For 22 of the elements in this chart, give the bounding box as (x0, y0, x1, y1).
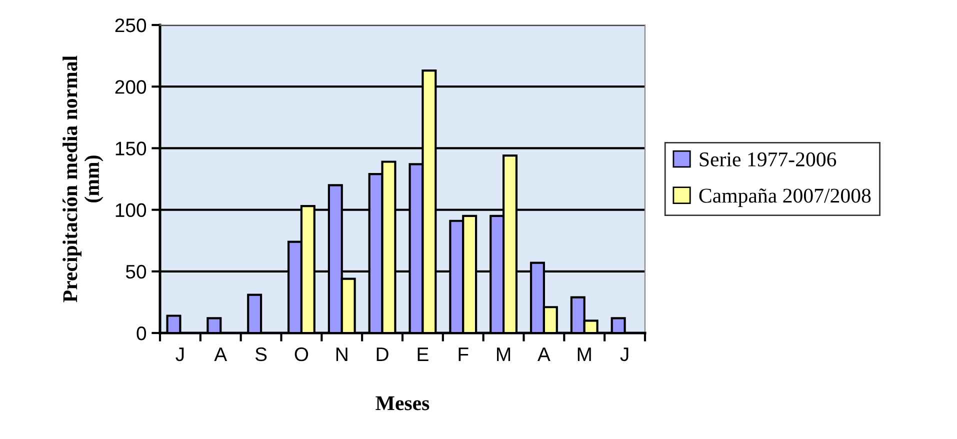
y-tick-label: 250 (115, 18, 146, 32)
legend-label: Campaña 2007/2008 (699, 188, 871, 207)
x-tick-label: S (255, 347, 267, 362)
legend-label: Serie 1977-2006 (700, 152, 836, 166)
x-tick-label: A (538, 348, 550, 361)
x-tick-label: M (497, 348, 510, 361)
y-tick-label: 200 (115, 80, 146, 94)
y-tick-label: 150 (116, 142, 146, 156)
x-tick-label: O (294, 347, 308, 362)
y-axis-title: Precipitación media normal (mm) (62, 56, 104, 302)
x-tick-label: M (578, 348, 591, 361)
x-tick-label: N (336, 348, 348, 361)
y-tick-label: 100 (116, 203, 146, 218)
x-tick-label: F (458, 348, 468, 361)
x-tick-label: J (176, 348, 184, 362)
x-axis-title: Meses (376, 396, 430, 410)
x-tick-label: J (620, 348, 628, 362)
x-tick-label: A (214, 348, 228, 361)
x-tick-label: D (376, 348, 388, 361)
y-tick-label: 0 (136, 326, 146, 340)
x-tick-label: E (418, 348, 428, 361)
y-tick-label: 50 (126, 264, 146, 279)
